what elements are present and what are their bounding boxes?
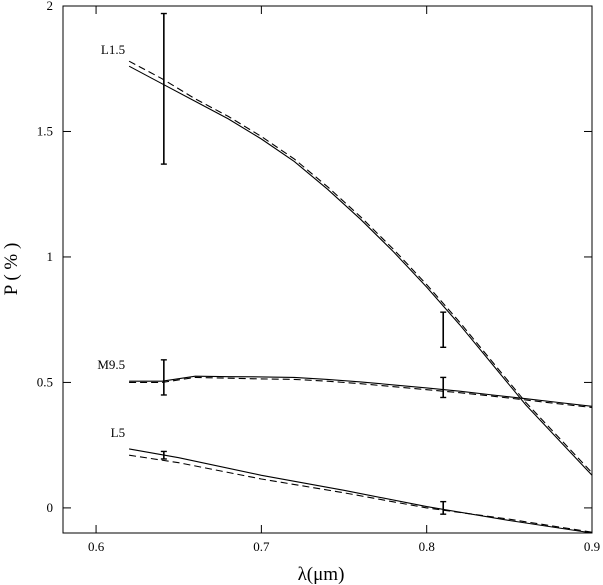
series-line-model-dashed bbox=[129, 376, 593, 409]
y-tick-label: 0.5 bbox=[37, 374, 53, 389]
series-label: L5 bbox=[111, 425, 125, 440]
plot-frame bbox=[62, 5, 593, 534]
series-label: M9.5 bbox=[97, 357, 125, 372]
y-tick-label: 0 bbox=[47, 500, 54, 515]
y-tick-label: 1 bbox=[47, 249, 54, 264]
series-line-model-dashed bbox=[128, 60, 593, 474]
y-axis-title: P ( % ) bbox=[1, 243, 22, 296]
series-line-model bbox=[128, 65, 593, 476]
series-lines bbox=[128, 60, 593, 534]
x-axis-title: λ(μm) bbox=[298, 564, 345, 585]
series-label: L1.5 bbox=[101, 42, 125, 57]
y-tick-label: 2 bbox=[47, 0, 54, 13]
series-line-model bbox=[129, 448, 593, 534]
y-tick-label: 1.5 bbox=[37, 123, 53, 138]
x-tick-label: 0.7 bbox=[253, 539, 270, 554]
x-tick-label: 0.9 bbox=[584, 539, 600, 554]
series-line-model bbox=[129, 375, 593, 407]
series-line-model-dashed bbox=[129, 454, 593, 533]
series-labels: L1.5 M9.5 L5 bbox=[97, 42, 125, 440]
error-bars bbox=[160, 12, 447, 515]
x-tick-label: 0.8 bbox=[419, 539, 435, 554]
x-tick-label: 0.6 bbox=[88, 539, 105, 554]
axes: 0.6 0.7 0.8 0.9 0 0.5 1 1.5 2 bbox=[37, 0, 600, 554]
